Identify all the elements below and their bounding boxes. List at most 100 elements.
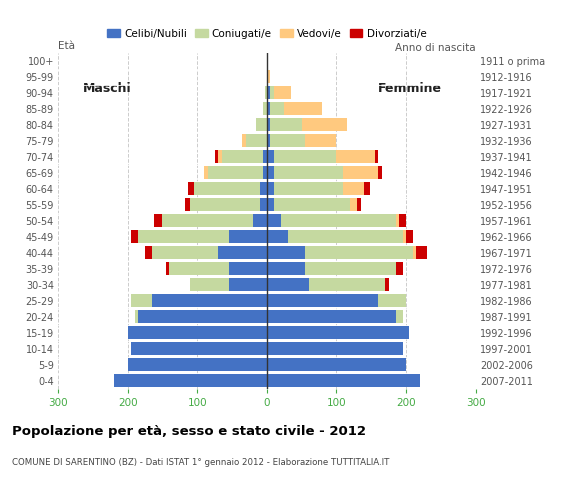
Text: Età: Età [58, 41, 75, 51]
Bar [184, 198, 190, 211]
Bar [281, 214, 396, 228]
Bar [343, 182, 364, 195]
Bar [406, 230, 413, 243]
Bar [131, 230, 138, 243]
Bar [305, 262, 396, 276]
Bar [218, 246, 267, 259]
Bar [260, 198, 267, 211]
Bar [260, 182, 267, 195]
Bar [274, 198, 350, 211]
Text: Maschi: Maschi [82, 82, 131, 95]
Bar [263, 150, 267, 163]
Bar [274, 166, 343, 180]
Bar [267, 118, 270, 132]
Bar [190, 278, 229, 291]
Bar [229, 278, 267, 291]
Bar [267, 342, 403, 355]
Bar [194, 182, 260, 195]
Bar [396, 262, 403, 276]
Bar [350, 198, 357, 211]
Bar [385, 278, 389, 291]
Text: Femmine: Femmine [378, 82, 441, 95]
Bar [154, 214, 162, 228]
Bar [270, 134, 305, 147]
Bar [399, 214, 406, 228]
Bar [357, 198, 361, 211]
Bar [131, 342, 267, 355]
Bar [416, 246, 427, 259]
Bar [138, 310, 267, 324]
Bar [145, 246, 152, 259]
Bar [396, 310, 403, 324]
Bar [204, 166, 208, 180]
Bar [270, 86, 274, 99]
Bar [284, 102, 322, 115]
Bar [218, 150, 222, 163]
Bar [267, 326, 409, 339]
Bar [267, 150, 274, 163]
Bar [242, 134, 246, 147]
Bar [270, 118, 302, 132]
Bar [266, 86, 267, 99]
Bar [131, 294, 152, 307]
Bar [270, 102, 284, 115]
Bar [267, 294, 378, 307]
Bar [166, 262, 169, 276]
Bar [229, 262, 267, 276]
Bar [309, 278, 385, 291]
Bar [413, 246, 416, 259]
Bar [396, 214, 399, 228]
Bar [378, 166, 382, 180]
Bar [267, 310, 396, 324]
Bar [267, 262, 305, 276]
Bar [375, 150, 378, 163]
Bar [152, 246, 218, 259]
Bar [114, 374, 267, 387]
Bar [267, 278, 309, 291]
Bar [267, 374, 420, 387]
Text: Popolazione per età, sesso e stato civile - 2012: Popolazione per età, sesso e stato civil… [12, 425, 365, 438]
Bar [128, 326, 267, 339]
Bar [152, 294, 267, 307]
Bar [288, 230, 403, 243]
Bar [305, 246, 413, 259]
Bar [215, 150, 218, 163]
Bar [302, 118, 347, 132]
Bar [222, 150, 263, 163]
Bar [169, 262, 229, 276]
Bar [208, 166, 263, 180]
Text: Anno di nascita: Anno di nascita [395, 43, 476, 53]
Bar [364, 182, 370, 195]
Bar [267, 86, 270, 99]
Bar [267, 246, 305, 259]
Bar [263, 102, 267, 115]
Bar [267, 134, 270, 147]
Bar [246, 134, 267, 147]
Bar [274, 150, 336, 163]
Bar [267, 358, 406, 372]
Bar [267, 230, 288, 243]
Bar [336, 150, 375, 163]
Bar [256, 118, 267, 132]
Bar [162, 214, 253, 228]
Bar [267, 214, 281, 228]
Bar [274, 86, 291, 99]
Bar [229, 230, 267, 243]
Bar [267, 102, 270, 115]
Bar [267, 198, 274, 211]
Bar [190, 198, 260, 211]
Bar [305, 134, 336, 147]
Bar [188, 182, 194, 195]
Bar [378, 294, 406, 307]
Bar [138, 230, 229, 243]
Bar [267, 70, 270, 84]
Bar [128, 358, 267, 372]
Bar [274, 182, 343, 195]
Bar [135, 310, 138, 324]
Bar [263, 166, 267, 180]
Bar [267, 166, 274, 180]
Bar [403, 230, 406, 243]
Bar [253, 214, 267, 228]
Legend: Celibi/Nubili, Coniugati/e, Vedovi/e, Divorziati/e: Celibi/Nubili, Coniugati/e, Vedovi/e, Di… [103, 24, 430, 43]
Bar [267, 182, 274, 195]
